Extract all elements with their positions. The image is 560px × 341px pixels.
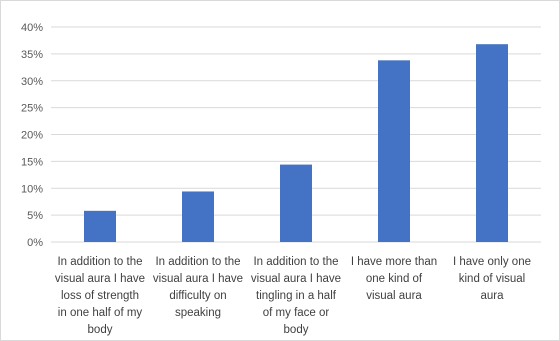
bar [476, 44, 508, 243]
y-tick-label: 30% [21, 76, 43, 88]
y-tick-label: 35% [21, 49, 43, 61]
y-tick-label: 20% [21, 130, 43, 142]
y-tick-label: 40% [21, 22, 43, 34]
x-axis-labels: In addition to the visual aura I have loss… [55, 256, 531, 336]
x-category-label: In addition to the visual aura I have diff… [153, 256, 243, 319]
x-category-label: In addition to the visual aura I have loss… [55, 256, 145, 336]
y-axis-ticks: 0% 5% 10% 15% 20% 25% 30% 35% 40% [21, 22, 43, 249]
x-category-label: I have only one kind of visual aura [453, 256, 531, 302]
x-category-label: In addition to the visual aura I have ting… [251, 256, 341, 336]
gridlines [51, 26, 541, 243]
bar [182, 191, 214, 242]
y-tick-label: 0% [27, 237, 43, 249]
bars [84, 44, 508, 243]
bar [84, 210, 116, 242]
bar [280, 164, 312, 242]
y-tick-label: 15% [21, 156, 43, 168]
x-category-label: I have more than one kind of visual aura [351, 256, 437, 302]
y-tick-label: 5% [27, 210, 43, 222]
bar [378, 60, 410, 243]
y-tick-label: 10% [21, 183, 43, 195]
y-tick-label: 25% [21, 103, 43, 115]
